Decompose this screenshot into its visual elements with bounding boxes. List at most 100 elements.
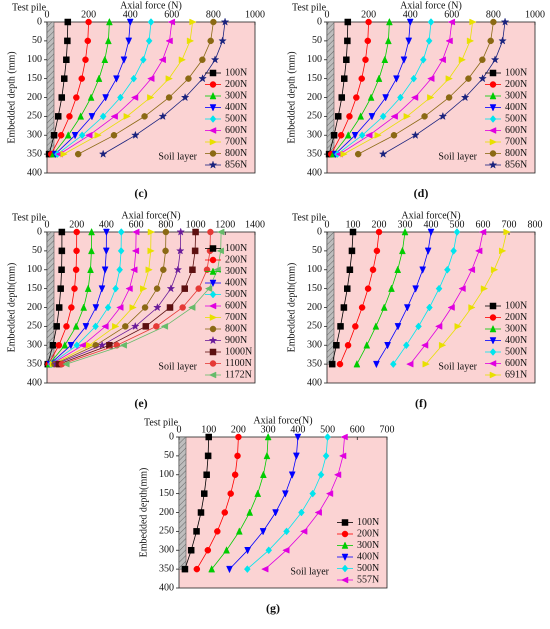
x-tick-label: 1000	[245, 9, 265, 20]
marker	[334, 113, 342, 120]
legend-marker	[209, 81, 217, 88]
marker	[390, 112, 398, 120]
marker	[465, 75, 472, 82]
marker	[402, 341, 410, 350]
marker	[210, 18, 217, 26]
x-tick-label: 1400	[245, 219, 265, 230]
legend-marker	[489, 104, 497, 112]
legend-marker	[341, 519, 349, 526]
marker	[406, 360, 414, 368]
legend-marker	[208, 127, 217, 134]
marker	[445, 37, 453, 45]
legend-marker	[489, 371, 498, 379]
marker	[223, 546, 230, 554]
y-tick-label: 0	[169, 431, 174, 442]
legend-marker	[209, 91, 217, 100]
marker	[364, 37, 372, 45]
y-tick-label: 0	[317, 16, 322, 27]
marker	[438, 341, 447, 349]
marker	[328, 360, 336, 368]
y-tick-label: 350	[307, 358, 322, 369]
marker	[125, 37, 133, 45]
marker	[110, 132, 118, 139]
marker	[92, 322, 99, 331]
marker	[147, 247, 155, 255]
marker	[445, 75, 453, 83]
legend-marker	[341, 541, 349, 549]
y-tick-label: 0	[37, 226, 42, 237]
marker	[244, 547, 252, 555]
marker	[403, 112, 411, 120]
marker	[358, 75, 365, 82]
marker	[165, 94, 173, 101]
marker	[500, 17, 510, 26]
legend-marker	[489, 302, 497, 310]
marker	[358, 131, 366, 140]
marker	[160, 322, 169, 330]
marker	[466, 37, 475, 45]
x-tick-label: 400	[403, 9, 418, 20]
marker	[198, 74, 207, 83]
marker	[427, 94, 435, 101]
marker	[162, 247, 169, 255]
legend-marker	[208, 371, 217, 379]
marker	[220, 17, 230, 26]
x-tick-label: 200	[69, 219, 84, 230]
legend-marker	[209, 138, 218, 146]
legend-label: 856N	[225, 159, 247, 170]
legend-marker	[208, 335, 218, 345]
series-line	[52, 231, 152, 365]
marker	[72, 322, 80, 330]
marker	[478, 228, 487, 236]
marker	[420, 341, 429, 349]
panel-label: (g)	[266, 601, 280, 615]
legend-marker	[340, 576, 349, 584]
marker	[49, 342, 57, 349]
marker	[438, 111, 448, 121]
marker	[112, 322, 120, 330]
marker	[125, 285, 133, 293]
legend-label: 200N	[505, 312, 527, 323]
marker	[87, 265, 94, 273]
marker	[410, 74, 418, 83]
marker	[263, 451, 271, 460]
marker	[78, 131, 86, 140]
marker	[498, 247, 507, 255]
marker	[208, 565, 216, 573]
marker	[368, 113, 376, 121]
marker	[119, 341, 127, 349]
legend-label: 856N	[505, 159, 527, 170]
x-tick-label: 600	[350, 424, 365, 435]
marker	[427, 228, 435, 237]
marker	[178, 56, 187, 64]
x-tick-label: 1000	[525, 9, 545, 20]
marker	[426, 303, 433, 312]
marker	[378, 149, 388, 158]
series-line	[57, 21, 152, 155]
x-axis-label: Axial force (N)	[120, 0, 182, 11]
marker	[235, 433, 242, 441]
panel-label: (c)	[134, 186, 147, 200]
marker	[397, 93, 404, 102]
marker	[140, 285, 148, 293]
marker	[469, 18, 477, 26]
marker	[160, 266, 167, 273]
marker	[337, 323, 344, 330]
marker	[130, 94, 139, 101]
marker	[298, 508, 305, 517]
y-tick-label: 250	[27, 321, 42, 332]
marker	[192, 228, 199, 236]
marker	[92, 304, 100, 312]
marker	[82, 323, 90, 331]
marker	[458, 56, 467, 64]
marker	[386, 17, 393, 26]
marker	[434, 322, 443, 330]
y-tick-label: 200	[27, 92, 42, 103]
x-tick-label: 1000	[186, 219, 206, 230]
marker	[338, 452, 347, 460]
marker	[153, 302, 162, 312]
y-tick-label: 300	[307, 130, 322, 141]
marker	[204, 547, 212, 554]
marker	[309, 489, 317, 498]
